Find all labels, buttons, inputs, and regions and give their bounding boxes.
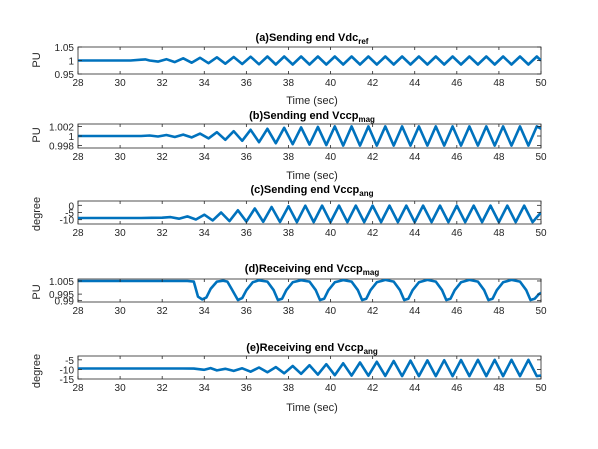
subplot-a-xtick-label: 40 bbox=[325, 78, 337, 89]
subplot-c-xtick-label: 40 bbox=[325, 228, 337, 239]
subplot-c-xtick-label: 28 bbox=[72, 228, 84, 239]
subplot-a-ytick-label: 1.05 bbox=[55, 43, 75, 54]
subplot-b-ytick-label: 1.002 bbox=[49, 122, 74, 133]
subplot-e-xtick-label: 46 bbox=[451, 383, 463, 394]
subplot-c-xtick-label: 50 bbox=[535, 228, 547, 239]
subplot-a-xlabel: Time (sec) bbox=[286, 95, 338, 107]
subplot-a-xtick-label: 46 bbox=[451, 78, 463, 89]
subplot-e-ytick-label: -10 bbox=[60, 365, 75, 376]
subplot-b-xtick-label: 46 bbox=[451, 152, 463, 163]
subplot-c-xtick-label: 34 bbox=[199, 228, 211, 239]
subplot-d-ylabel: PU bbox=[31, 284, 43, 299]
subplot-b-xtick-label: 32 bbox=[157, 152, 169, 163]
subplot-c-ytick-label: -10 bbox=[60, 216, 75, 227]
subplot-d-xtick-label: 38 bbox=[283, 306, 295, 317]
subplot-e-xtick-label: 44 bbox=[409, 383, 421, 394]
subplot-a-xtick-label: 50 bbox=[535, 78, 547, 89]
subplot-d-xtick-label: 28 bbox=[72, 306, 84, 317]
subplot-c-title: (c)Sending end Vccpang bbox=[250, 184, 373, 198]
subplot-a: (a)Sending end Vdcref PU Time (sec) 28 30… bbox=[31, 32, 547, 107]
subplot-d-xtick-label: 30 bbox=[115, 306, 127, 317]
subplot-b: (b)Sending end Vccpmag PU Time (sec) 28 3… bbox=[31, 110, 547, 182]
subplot-e-xtick-label: 36 bbox=[241, 383, 253, 394]
subplot-e-xtick-label: 34 bbox=[199, 383, 211, 394]
subplot-e-xtick-label: 40 bbox=[325, 383, 337, 394]
subplot-a-xtick-label: 48 bbox=[493, 78, 505, 89]
subplot-a-xtick-label: 42 bbox=[367, 78, 379, 89]
subplot-b-title: (b)Sending end Vccpmag bbox=[249, 110, 375, 124]
subplot-a-xtick-label: 30 bbox=[115, 78, 127, 89]
subplot-e-xtick-label: 30 bbox=[115, 383, 127, 394]
subplot-e-ytick-label: -15 bbox=[60, 375, 75, 386]
subplot-c-xtick-label: 38 bbox=[283, 228, 295, 239]
subplot-c-ytick-label: 0 bbox=[68, 201, 74, 212]
subplot-a-xtick-label: 34 bbox=[199, 78, 211, 89]
subplot-b-xtick-label: 36 bbox=[241, 152, 253, 163]
subplot-a-xtick-label: 36 bbox=[241, 78, 253, 89]
subplot-b-ylabel: PU bbox=[31, 127, 43, 142]
subplot-d-xtick-label: 44 bbox=[409, 306, 421, 317]
subplot-d-xtick-label: 34 bbox=[199, 306, 211, 317]
subplot-c-xtick-label: 42 bbox=[367, 228, 379, 239]
subplot-e-xtick-label: 38 bbox=[283, 383, 295, 394]
subplot-b-xtick-label: 38 bbox=[283, 152, 295, 163]
subplot-e-xtick-label: 28 bbox=[72, 383, 84, 394]
subplot-a-ylabel: PU bbox=[31, 52, 43, 67]
subplot-e-series-line bbox=[78, 358, 541, 378]
subplot-d-xtick-label: 50 bbox=[535, 306, 547, 317]
subplot-d-xtick-label: 48 bbox=[493, 306, 505, 317]
subplot-b-ytick-label: 1 bbox=[68, 132, 74, 143]
subplot-e-xtick-label: 50 bbox=[535, 383, 547, 394]
subplot-d-ytick-label: 0.995 bbox=[49, 290, 74, 301]
subplot-e-xtick-label: 42 bbox=[367, 383, 379, 394]
subplot-e-title: (e)Receiving end Vccpang bbox=[246, 342, 378, 356]
subplot-d-ytick-label: 0.99 bbox=[55, 297, 75, 308]
subplot-c-xtick-label: 44 bbox=[409, 228, 421, 239]
subplot-d-xtick-label: 36 bbox=[241, 306, 253, 317]
subplot-d-series-line bbox=[78, 279, 541, 302]
subplot-d-xtick-label: 46 bbox=[451, 306, 463, 317]
subplot-d-xtick-label: 42 bbox=[367, 306, 379, 317]
subplot-e-xlabel: Time (sec) bbox=[286, 402, 338, 414]
subplot-a-xtick-label: 28 bbox=[72, 78, 84, 89]
subplot-e: (e)Receiving end Vccpang degree Time (se… bbox=[31, 342, 547, 414]
subplot-c-xtick-label: 30 bbox=[115, 228, 127, 239]
subplot-b-xtick-label: 50 bbox=[535, 152, 547, 163]
subplot-b-series-line bbox=[78, 125, 541, 147]
subplot-d: (d)Receiving end Vccpmag PU 28 30 32 34 36 38… bbox=[31, 263, 547, 317]
subplot-b-xtick-label: 40 bbox=[325, 152, 337, 163]
subplot-c-xtick-label: 46 bbox=[451, 228, 463, 239]
subplot-b-xlabel: Time (sec) bbox=[286, 170, 338, 182]
subplot-a-xtick-label: 38 bbox=[283, 78, 295, 89]
subplot-d-title: (d)Receiving end Vccpmag bbox=[245, 263, 380, 277]
subplot-e-xtick-label: 48 bbox=[493, 383, 505, 394]
subplot-b-xtick-label: 42 bbox=[367, 152, 379, 163]
subplot-b-xtick-label: 48 bbox=[493, 152, 505, 163]
subplot-a-series-line bbox=[78, 55, 541, 66]
subplot-c: (c)Sending end Vccpang degree 28 30 32 34 36… bbox=[31, 184, 547, 239]
subplot-c-xtick-label: 36 bbox=[241, 228, 253, 239]
subplot-a-ytick-label: 1 bbox=[68, 57, 74, 68]
subplot-b-xtick-label: 28 bbox=[72, 152, 84, 163]
subplot-c-xtick-label: 48 bbox=[493, 228, 505, 239]
subplot-d-xtick-label: 40 bbox=[325, 306, 337, 317]
subplot-d-xtick-label: 32 bbox=[157, 306, 169, 317]
subplot-d-ytick-label: 1.005 bbox=[49, 277, 74, 288]
subplot-c-xtick-label: 32 bbox=[157, 228, 169, 239]
subplot-c-ylabel: degree bbox=[31, 197, 43, 231]
subplot-e-xtick-label: 32 bbox=[157, 383, 169, 394]
subplot-e-ytick-label: -5 bbox=[65, 356, 74, 367]
subplot-a-ytick-label: 0.95 bbox=[55, 70, 75, 81]
subplot-e-ylabel: degree bbox=[31, 354, 43, 388]
subplot-c-ytick-label: -5 bbox=[65, 209, 74, 220]
subplot-a-xtick-label: 44 bbox=[409, 78, 421, 89]
subplot-a-title: (a)Sending end Vdcref bbox=[256, 32, 369, 46]
subplot-b-ytick-label: 0.998 bbox=[49, 142, 74, 153]
subplot-b-xtick-label: 30 bbox=[115, 152, 127, 163]
subplot-a-xtick-label: 32 bbox=[157, 78, 169, 89]
subplot-b-xtick-label: 34 bbox=[199, 152, 211, 163]
subplot-b-xtick-label: 44 bbox=[409, 152, 421, 163]
